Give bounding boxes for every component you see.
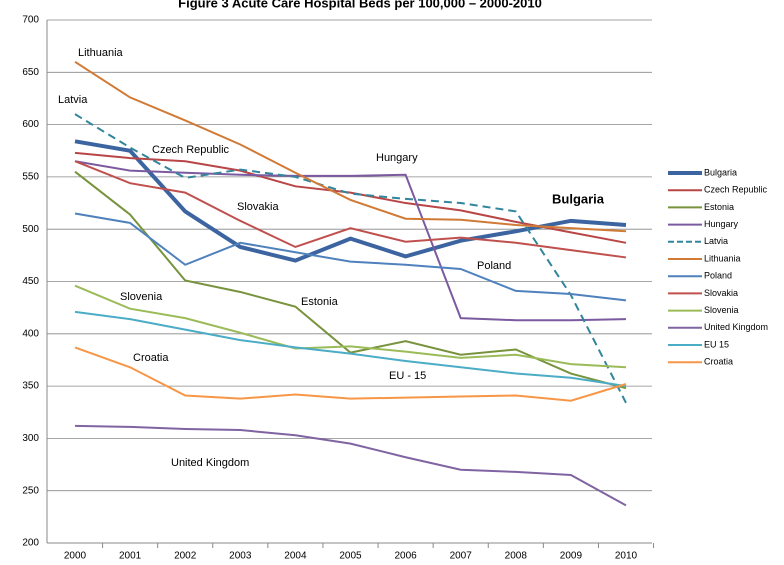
annotation: Slovenia bbox=[120, 291, 163, 303]
x-tick-label: 2004 bbox=[284, 551, 307, 562]
y-tick-label: 400 bbox=[22, 328, 39, 339]
y-tick-label: 600 bbox=[22, 119, 39, 130]
y-tick-label: 300 bbox=[22, 433, 39, 444]
legend-label: Bulgaria bbox=[704, 167, 737, 177]
legend-label: Croatia bbox=[704, 357, 733, 367]
x-tick-label: 2001 bbox=[119, 551, 142, 562]
series-line bbox=[74, 212, 627, 302]
x-tick-label: 2008 bbox=[505, 551, 528, 562]
legend-label: Latvia bbox=[704, 236, 728, 246]
legend-label: Poland bbox=[704, 271, 732, 281]
chart-title: Figure 3 Acute Care Hospital Beds per 10… bbox=[178, 0, 542, 10]
annotation: Croatia bbox=[133, 352, 169, 364]
y-tick-label: 700 bbox=[22, 15, 39, 26]
legend-label: Slovakia bbox=[704, 288, 738, 298]
y-tick-label: 200 bbox=[22, 538, 39, 549]
series-line bbox=[74, 424, 627, 507]
annotation: EU - 15 bbox=[389, 370, 426, 382]
legend-label: EU 15 bbox=[704, 339, 729, 349]
x-tick-label: 2007 bbox=[450, 551, 473, 562]
series-line bbox=[74, 160, 627, 259]
x-tick-label: 2010 bbox=[615, 551, 638, 562]
series-line bbox=[74, 160, 627, 322]
legend-label: Czech Republic bbox=[704, 185, 768, 195]
annotation: Lithuania bbox=[78, 47, 124, 59]
annotation: Latvia bbox=[58, 94, 88, 106]
y-tick-label: 550 bbox=[22, 172, 39, 183]
y-tick-label: 650 bbox=[22, 67, 39, 78]
annotation: Slovakia bbox=[237, 201, 279, 213]
annotation: Poland bbox=[477, 260, 511, 272]
y-tick-label: 250 bbox=[22, 485, 39, 496]
legend-label: Lithuania bbox=[704, 253, 741, 263]
series-line bbox=[74, 346, 627, 402]
series-line bbox=[74, 139, 627, 263]
series-line bbox=[74, 310, 627, 388]
x-tick-label: 2006 bbox=[394, 551, 417, 562]
annotation: Czech Republic bbox=[152, 144, 230, 156]
series-line bbox=[74, 60, 627, 233]
legend-label: United Kingdom bbox=[704, 322, 768, 332]
y-tick-label: 350 bbox=[22, 381, 39, 392]
x-tick-label: 2000 bbox=[64, 551, 87, 562]
legend-label: Estonia bbox=[704, 202, 734, 212]
annotation: Estonia bbox=[301, 296, 339, 308]
x-tick-label: 2003 bbox=[229, 551, 252, 562]
legend-label: Slovenia bbox=[704, 305, 739, 315]
series-line bbox=[74, 113, 627, 404]
legend-label: Hungary bbox=[704, 219, 739, 229]
x-tick-label: 2002 bbox=[174, 551, 197, 562]
y-tick-label: 450 bbox=[22, 276, 39, 287]
annotation: Bulgaria bbox=[552, 191, 605, 206]
annotation: United Kingdom bbox=[171, 457, 249, 469]
y-tick-label: 500 bbox=[22, 224, 39, 235]
series-line bbox=[74, 284, 627, 369]
x-tick-label: 2009 bbox=[560, 551, 583, 562]
annotation: Hungary bbox=[376, 152, 418, 164]
x-tick-label: 2005 bbox=[339, 551, 362, 562]
